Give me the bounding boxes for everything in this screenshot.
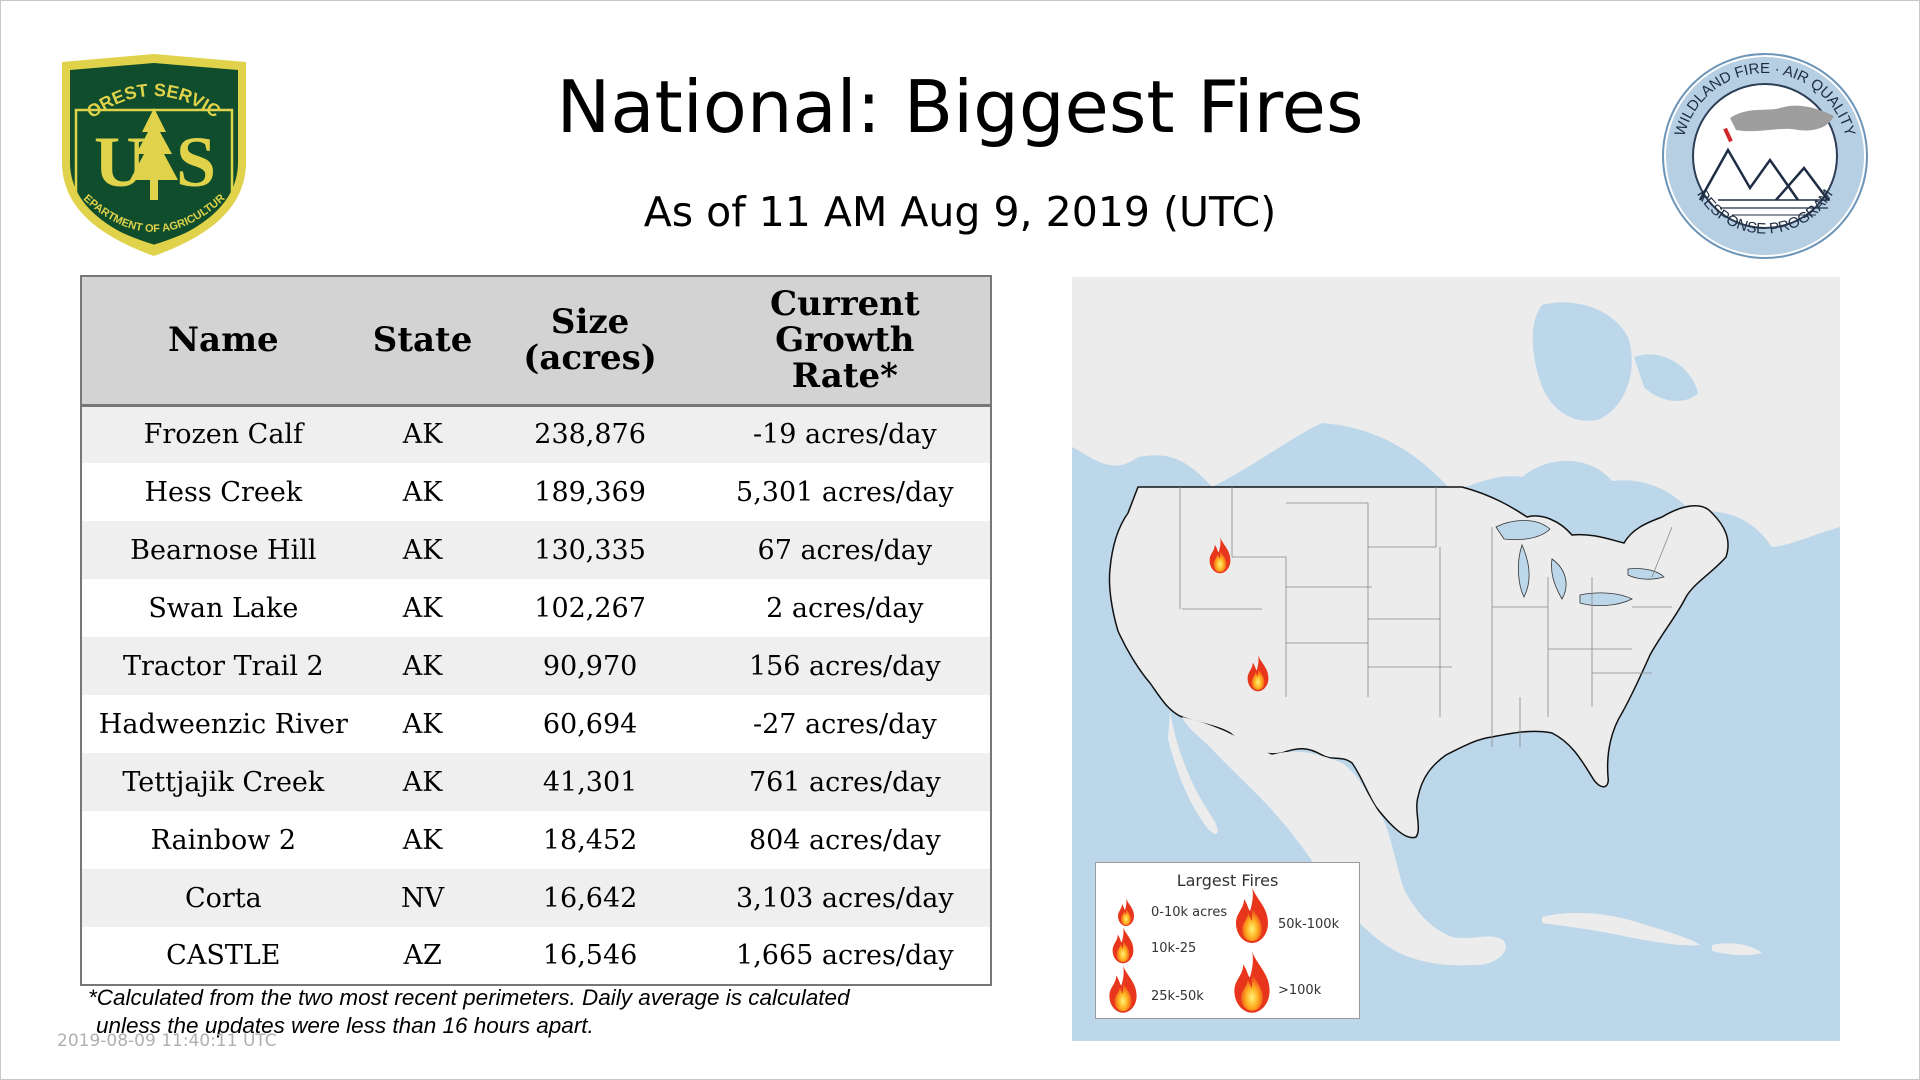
cell-rate: 761 acres/day xyxy=(699,753,991,811)
header-size: Size (acres) xyxy=(480,276,700,407)
table-row: Corta NV 16,642 3,103 acres/day xyxy=(81,869,991,927)
header-rate-line1: Current xyxy=(770,284,920,325)
cell-rate: 1,665 acres/day xyxy=(699,927,991,985)
cell-state: AK xyxy=(364,579,481,637)
table-row: Hess Creek AK 189,369 5,301 acres/day xyxy=(81,463,991,521)
cell-size: 18,452 xyxy=(480,811,700,869)
cell-name: Rainbow 2 xyxy=(81,811,365,869)
svg-text:U: U xyxy=(94,122,146,202)
table-row: Swan Lake AK 102,267 2 acres/day xyxy=(81,579,991,637)
biggest-fires-table: Name State Size (acres) Current Growth R… xyxy=(80,275,992,986)
footnote: *Calculated from the two most recent per… xyxy=(88,984,968,1040)
legend-title: Largest Fires xyxy=(1176,871,1279,890)
page-subtitle: As of 11 AM Aug 9, 2019 (UTC) xyxy=(643,188,1277,236)
legend-item-0-10k: 0-10k acres xyxy=(1151,905,1228,920)
footnote-line2: unless the updates were less than 16 hou… xyxy=(96,1013,594,1038)
cell-name: Hess Creek xyxy=(81,463,365,521)
table-row: Tettjajik Creek AK 41,301 761 acres/day xyxy=(81,753,991,811)
cell-name: Frozen Calf xyxy=(81,405,365,463)
cell-size: 41,301 xyxy=(480,753,700,811)
cell-name: Corta xyxy=(81,869,365,927)
header-rate-line2: Growth xyxy=(775,320,915,361)
cell-name: Tractor Trail 2 xyxy=(81,637,365,695)
map-legend: Largest Fires 0-10k acres 10k-25 25k-50k… xyxy=(1095,862,1360,1019)
cell-size: 189,369 xyxy=(480,463,700,521)
cell-state: AK xyxy=(364,405,481,463)
cell-rate: -19 acres/day xyxy=(699,405,991,463)
legend-item-25k-50k: 25k-50k xyxy=(1151,989,1204,1004)
cell-size: 16,546 xyxy=(480,927,700,985)
map-state-borders xyxy=(1179,487,1673,747)
table-row: Bearnose Hill AK 130,335 67 acres/day xyxy=(81,521,991,579)
legend-item-50k-100k: 50k-100k xyxy=(1278,917,1340,932)
cell-rate: 804 acres/day xyxy=(699,811,991,869)
cell-state: AK xyxy=(364,463,481,521)
cell-state: AK xyxy=(364,637,481,695)
header-name: Name xyxy=(81,276,365,407)
table-row: CASTLE AZ 16,546 1,665 acres/day xyxy=(81,927,991,985)
header-state: State xyxy=(364,276,481,407)
cell-rate: -27 acres/day xyxy=(699,695,991,753)
cell-name: Swan Lake xyxy=(81,579,365,637)
cell-state: AK xyxy=(364,811,481,869)
cell-rate: 67 acres/day xyxy=(699,521,991,579)
cell-rate: 156 acres/day xyxy=(699,637,991,695)
cell-rate: 5,301 acres/day xyxy=(699,463,991,521)
legend-item-10k-25: 10k-25 xyxy=(1151,941,1197,956)
table-row: Hadweenzic River AK 60,694 -27 acres/day xyxy=(81,695,991,753)
footnote-line1: *Calculated from the two most recent per… xyxy=(88,985,850,1010)
wfaqrp-logo: WILDLAND FIRE · AIR QUALITY RESPONSE PRO… xyxy=(1662,53,1868,259)
svg-text:S: S xyxy=(176,122,216,202)
cell-state: AK xyxy=(364,521,481,579)
cell-size: 238,876 xyxy=(480,405,700,463)
cell-size: 16,642 xyxy=(480,869,700,927)
cell-size: 102,267 xyxy=(480,579,700,637)
map-hudson-bay xyxy=(1532,302,1632,421)
flame-icon-25k-50k xyxy=(1109,965,1137,1013)
header-size-line2: (acres) xyxy=(523,338,657,379)
legend-item-over-100k: >100k xyxy=(1278,983,1322,998)
cell-size: 60,694 xyxy=(480,695,700,753)
table-row: Frozen Calf AK 238,876 -19 acres/day xyxy=(81,405,991,463)
flame-icon-50k-100k xyxy=(1236,887,1268,943)
cell-size: 90,970 xyxy=(480,637,700,695)
flame-icon-10k-25 xyxy=(1112,926,1134,964)
table-row: Rainbow 2 AK 18,452 804 acres/day xyxy=(81,811,991,869)
header-size-line1: Size xyxy=(550,302,630,343)
cell-state: NV xyxy=(364,869,481,927)
map-cuba xyxy=(1542,912,1700,946)
cell-rate: 2 acres/day xyxy=(699,579,991,637)
cell-state: AK xyxy=(364,753,481,811)
pine-tree-icon xyxy=(130,108,178,200)
map-great-lakes xyxy=(1495,520,1665,607)
header-rate-line3: Rate* xyxy=(791,356,898,397)
cell-name: Hadweenzic River xyxy=(81,695,365,753)
flame-icon-over-100k xyxy=(1234,951,1270,1013)
map-mexico xyxy=(1182,717,1506,966)
table-row: Tractor Trail 2 AK 90,970 156 acres/day xyxy=(81,637,991,695)
cell-rate: 3,103 acres/day xyxy=(699,869,991,927)
us-fire-map xyxy=(1072,277,1840,1041)
cell-state: AZ xyxy=(364,927,481,985)
map-canada xyxy=(1072,277,1840,547)
cell-name: CASTLE xyxy=(81,927,365,985)
cell-name: Tettjajik Creek xyxy=(81,753,365,811)
cell-name: Bearnose Hill xyxy=(81,521,365,579)
cell-state: AK xyxy=(364,695,481,753)
cell-size: 130,335 xyxy=(480,521,700,579)
flame-icon-0-10k xyxy=(1118,898,1134,926)
mountains-smoke-icon xyxy=(1698,105,1834,216)
generated-timestamp: 2019-08-09 11:40:11 UTC xyxy=(57,1031,277,1051)
page-title: National: Biggest Fires xyxy=(556,65,1364,149)
table-header-row: Name State Size (acres) Current Growth R… xyxy=(81,276,991,407)
header-growth-rate: Current Growth Rate* xyxy=(699,276,991,407)
